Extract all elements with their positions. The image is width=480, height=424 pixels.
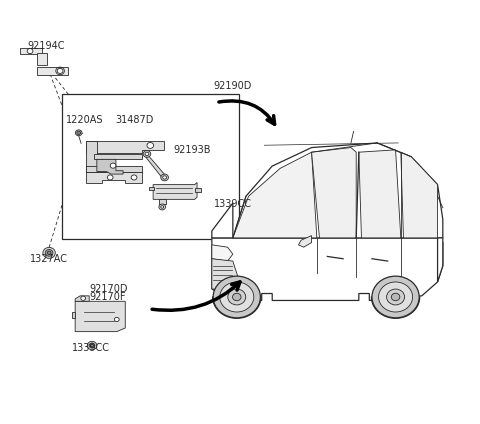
Text: 31487D: 31487D <box>115 115 153 125</box>
Text: 92193B: 92193B <box>173 145 211 155</box>
Circle shape <box>75 130 82 136</box>
Circle shape <box>81 296 85 300</box>
Polygon shape <box>233 143 443 238</box>
Text: 1339CC: 1339CC <box>214 199 252 209</box>
Circle shape <box>57 68 63 73</box>
Text: 92170F: 92170F <box>90 292 126 302</box>
Text: 92190D: 92190D <box>214 81 252 92</box>
Text: 92170D: 92170D <box>90 284 128 294</box>
Circle shape <box>43 247 55 258</box>
Polygon shape <box>97 159 123 174</box>
Circle shape <box>228 289 246 305</box>
Polygon shape <box>144 156 166 178</box>
Circle shape <box>91 344 94 347</box>
Circle shape <box>145 152 149 156</box>
Text: 92194C: 92194C <box>28 41 65 50</box>
Polygon shape <box>37 67 68 75</box>
Polygon shape <box>359 150 401 238</box>
Polygon shape <box>86 141 164 153</box>
Polygon shape <box>149 187 154 190</box>
Polygon shape <box>212 238 443 301</box>
Polygon shape <box>75 301 125 332</box>
Circle shape <box>147 142 154 148</box>
Polygon shape <box>75 296 89 301</box>
Polygon shape <box>153 182 197 199</box>
Circle shape <box>220 282 254 312</box>
Polygon shape <box>159 199 166 204</box>
Polygon shape <box>195 187 201 192</box>
Polygon shape <box>438 238 443 282</box>
Polygon shape <box>37 53 47 64</box>
Polygon shape <box>299 236 312 247</box>
Circle shape <box>108 175 113 180</box>
Circle shape <box>143 151 151 157</box>
Circle shape <box>47 251 51 254</box>
Circle shape <box>110 163 116 168</box>
Circle shape <box>45 249 53 256</box>
Text: 1220AS: 1220AS <box>66 115 103 125</box>
Circle shape <box>379 282 413 312</box>
Circle shape <box>391 293 400 301</box>
Polygon shape <box>21 48 42 54</box>
Polygon shape <box>86 172 142 183</box>
Polygon shape <box>72 312 75 318</box>
Circle shape <box>89 343 95 348</box>
Circle shape <box>159 204 166 210</box>
Polygon shape <box>401 152 438 238</box>
Polygon shape <box>86 141 97 172</box>
Circle shape <box>27 49 33 53</box>
Circle shape <box>87 341 97 350</box>
Circle shape <box>77 131 81 134</box>
Text: 1327AC: 1327AC <box>30 254 68 264</box>
Circle shape <box>163 176 167 179</box>
Circle shape <box>114 318 119 321</box>
Circle shape <box>161 174 168 181</box>
Polygon shape <box>212 259 238 291</box>
Circle shape <box>386 289 405 305</box>
Circle shape <box>131 175 137 180</box>
Circle shape <box>161 206 164 208</box>
Circle shape <box>372 276 419 318</box>
Circle shape <box>213 276 261 318</box>
Circle shape <box>232 293 241 301</box>
Polygon shape <box>233 152 317 238</box>
Text: 1339CC: 1339CC <box>72 343 109 353</box>
Polygon shape <box>212 245 233 261</box>
Polygon shape <box>86 166 142 172</box>
Bar <box>62 94 239 240</box>
Polygon shape <box>312 148 356 238</box>
Polygon shape <box>212 203 233 238</box>
Polygon shape <box>95 154 142 159</box>
